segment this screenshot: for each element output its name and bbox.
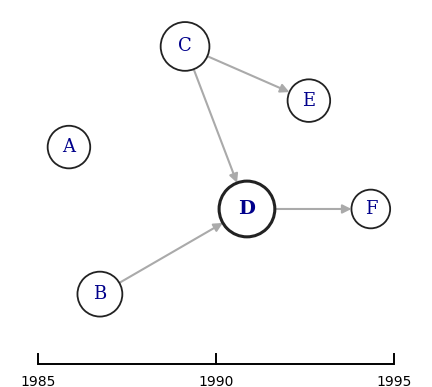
Text: C: C (178, 38, 192, 55)
Circle shape (352, 190, 390, 228)
Text: E: E (302, 92, 315, 110)
Circle shape (219, 181, 275, 237)
Circle shape (288, 79, 330, 122)
Circle shape (48, 126, 90, 168)
Circle shape (77, 272, 122, 317)
Text: F: F (365, 200, 377, 218)
Text: 1995: 1995 (376, 375, 412, 387)
Text: 1985: 1985 (20, 375, 56, 387)
Text: B: B (93, 285, 107, 303)
Text: A: A (63, 138, 76, 156)
Circle shape (161, 22, 210, 71)
Text: D: D (238, 200, 255, 218)
Text: 1990: 1990 (198, 375, 234, 387)
